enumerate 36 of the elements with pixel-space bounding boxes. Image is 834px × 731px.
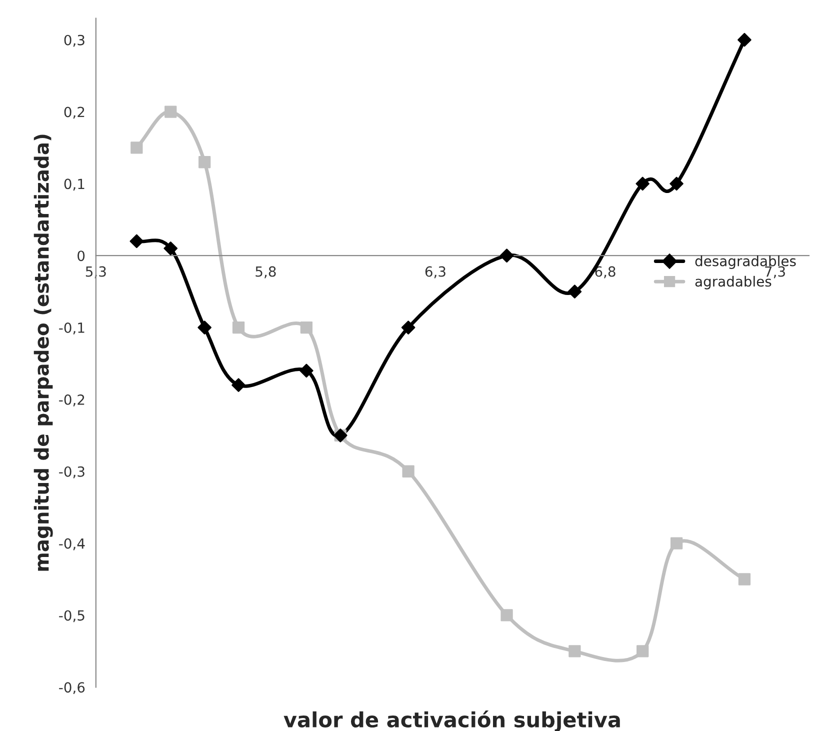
x-tick-label: 6,3 xyxy=(425,266,446,278)
point xyxy=(500,248,514,263)
point xyxy=(568,284,582,298)
point xyxy=(636,176,650,191)
point xyxy=(232,321,245,334)
y-tick-label: -0,4 xyxy=(59,538,85,550)
point xyxy=(198,320,212,334)
point xyxy=(164,106,177,118)
x-tick-label: 6,8 xyxy=(595,266,616,278)
y-tick-label: -0,5 xyxy=(59,610,84,622)
point xyxy=(164,242,178,256)
point xyxy=(568,645,581,658)
point xyxy=(401,320,416,334)
point xyxy=(500,609,513,622)
y-tick-label: -0,1 xyxy=(59,322,84,334)
y-tick-label: 0,2 xyxy=(64,106,84,119)
point xyxy=(300,321,313,334)
y-tick-label: -0,2 xyxy=(59,394,84,406)
point xyxy=(130,234,144,248)
point xyxy=(670,537,683,550)
point xyxy=(232,378,246,392)
point xyxy=(198,156,211,168)
y-tick-label: 0,1 xyxy=(64,178,84,191)
y-tick-label: -0,6 xyxy=(59,682,85,694)
point xyxy=(636,645,649,658)
y-tick-label: 0 xyxy=(78,250,85,262)
y-tick-label: -0,3 xyxy=(59,466,84,478)
point xyxy=(130,142,143,154)
point xyxy=(738,32,752,47)
point xyxy=(300,364,314,378)
point xyxy=(402,465,414,478)
x-tick-label: 5,8 xyxy=(256,266,276,278)
point xyxy=(738,573,751,586)
y-tick-label: 0,3 xyxy=(64,34,84,47)
point xyxy=(670,176,684,191)
y-axis-title: magnitud de parpadeo (estandartizada) xyxy=(34,134,53,571)
